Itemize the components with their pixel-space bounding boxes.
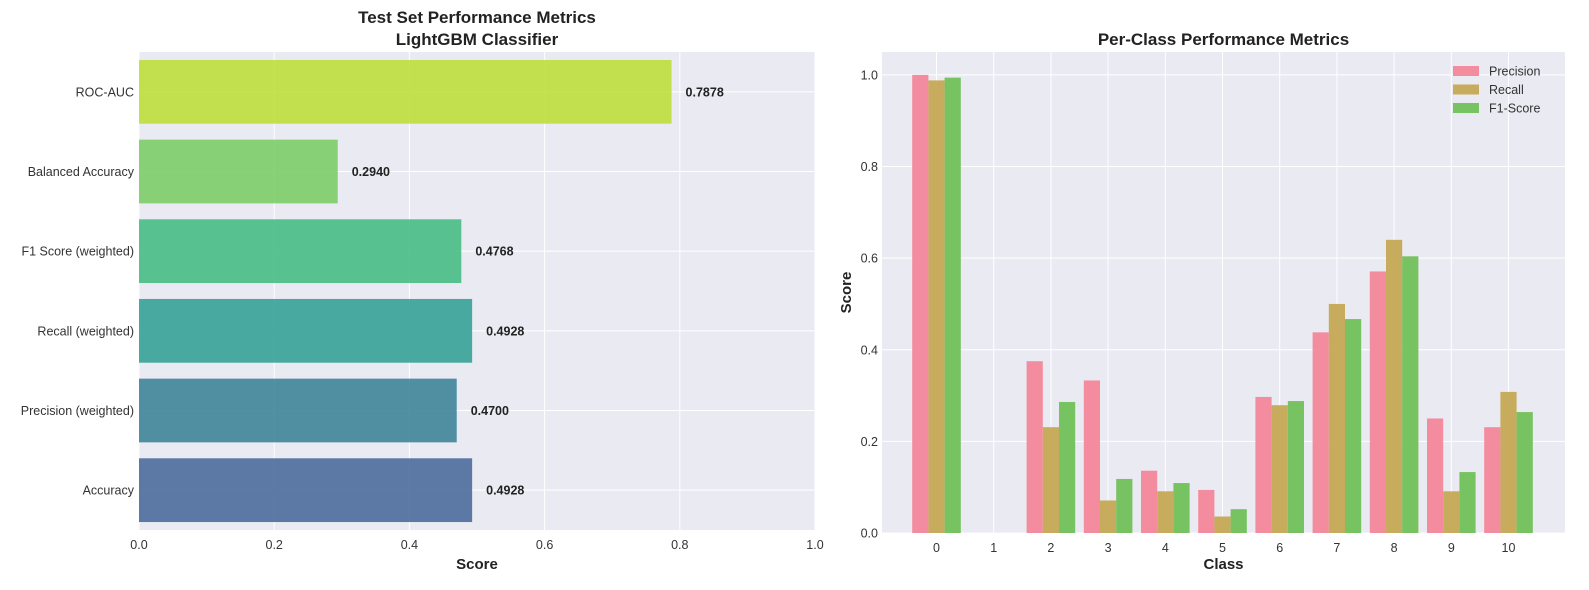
x-tick-label-left: 0.2	[266, 538, 283, 552]
bar-recall-class-7	[1328, 303, 1345, 533]
x-tick-label-right: 9	[1448, 541, 1455, 555]
bar-f1-score-class-2	[1059, 401, 1076, 533]
bar-value-label: 0.4928	[486, 324, 524, 338]
x-tick-label-right: 7	[1333, 541, 1340, 555]
bar-recall-class-0	[928, 80, 945, 533]
bar-precision-class-5	[1198, 489, 1215, 533]
x-tick-label-right: 4	[1162, 541, 1169, 555]
x-tick-label-left: 0.8	[671, 538, 688, 552]
plot-area-right	[882, 52, 1565, 533]
chart-subtitle-left: LightGBM Classifier	[396, 30, 559, 49]
y-tick-label-right: 0.6	[861, 252, 878, 266]
bar-recall-class-5	[1214, 516, 1231, 533]
bar-value-label: 0.4928	[486, 484, 524, 498]
bar-f1-score-class-8	[1402, 256, 1419, 533]
y-tick-label-left: Balanced Accuracy	[28, 165, 135, 179]
chart-left: 0.0 0.2 0.4 0.6 0.8 1.0 0.4928 Accuracy 0.4700 Pr…	[21, 8, 824, 573]
bar-recall-class-2	[1042, 427, 1059, 533]
y-tick-label-right: 0.0	[861, 527, 878, 541]
legend-label: Precision	[1489, 65, 1540, 79]
x-tick-label-right: 1	[990, 541, 997, 555]
x-tick-label-right: 6	[1276, 541, 1283, 555]
bar-value-label: 0.4700	[471, 404, 509, 418]
bar-value-label: 0.7878	[686, 85, 724, 99]
x-tick-label-right: 10	[1502, 541, 1516, 555]
x-axis-label-left: Score	[456, 556, 498, 573]
metric-bar	[139, 298, 473, 363]
x-tick-label-left: 0.4	[401, 538, 418, 552]
legend-label: Recall	[1489, 83, 1524, 97]
x-tick-label-right: 5	[1219, 541, 1226, 555]
bar-recall-class-9	[1443, 491, 1460, 533]
bar-recall-class-4	[1157, 491, 1174, 533]
x-tick-label-right: 8	[1391, 541, 1398, 555]
bar-value-label: 0.4768	[475, 245, 513, 259]
bar-recall-class-8	[1386, 239, 1403, 534]
bar-recall-class-10	[1500, 391, 1517, 533]
y-axis-label-right: Score	[838, 272, 855, 314]
x-tick-label-left: 0.6	[536, 538, 553, 552]
bar-f1-score-class-7	[1345, 319, 1362, 533]
bar-precision-class-9	[1427, 418, 1444, 533]
bar-precision-class-7	[1312, 332, 1329, 533]
bar-precision-class-3	[1083, 380, 1100, 533]
y-tick-label-right: 0.4	[861, 343, 878, 357]
bar-precision-class-2	[1026, 361, 1043, 533]
y-tick-label-left: Accuracy	[83, 484, 135, 498]
x-axis-label-right: Class	[1203, 556, 1243, 573]
y-tick-label-left: Recall (weighted)	[37, 324, 134, 338]
metric-bar	[139, 378, 457, 443]
metric-bar	[139, 59, 672, 124]
plot-area-left	[139, 52, 815, 530]
y-tick-label-right: 1.0	[861, 68, 878, 82]
bar-recall-class-6	[1271, 405, 1288, 533]
chart-title-left: Test Set Performance Metrics	[358, 8, 596, 27]
metric-bar	[139, 139, 338, 204]
bar-precision-class-0	[912, 74, 929, 534]
legend-swatch	[1453, 66, 1479, 76]
y-tick-label-left: Precision (weighted)	[21, 404, 134, 418]
x-tick-label-right: 2	[1047, 541, 1054, 555]
y-tick-label-right: 0.2	[861, 435, 878, 449]
bar-f1-score-class-10	[1516, 412, 1533, 533]
bar-f1-score-class-6	[1287, 401, 1304, 533]
chart-title-right: Per-Class Performance Metrics	[1098, 30, 1349, 49]
bar-precision-class-4	[1141, 470, 1158, 533]
bar-value-label: 0.2940	[352, 165, 390, 179]
legend-label: F1-Score	[1489, 102, 1540, 116]
legend-swatch	[1453, 103, 1479, 113]
metric-bar	[139, 458, 473, 523]
y-tick-label-right: 0.8	[861, 160, 878, 174]
bar-recall-class-3	[1100, 500, 1117, 533]
x-tick-label-left: 1.0	[806, 538, 823, 552]
y-tick-label-left: F1 Score (weighted)	[21, 245, 134, 259]
bar-f1-score-class-4	[1173, 483, 1190, 533]
bar-f1-score-class-3	[1116, 478, 1133, 533]
legend-swatch	[1453, 84, 1479, 95]
x-tick-label-right: 3	[1105, 541, 1112, 555]
bar-precision-class-8	[1369, 271, 1386, 533]
y-tick-label-left: ROC-AUC	[76, 85, 134, 99]
bar-f1-score-class-9	[1459, 472, 1476, 533]
x-tick-label-left: 0.0	[130, 538, 147, 552]
bar-f1-score-class-0	[944, 77, 961, 534]
x-tick-label-right: 0	[933, 541, 940, 555]
metric-bar	[139, 219, 462, 284]
bar-precision-class-10	[1484, 427, 1501, 533]
bar-precision-class-6	[1255, 396, 1272, 533]
chart-right: 0.0 0.2 0.4 0.6 0.8 1.0 0 1 2 3 4 5 6 7 8 9 10 Precision R…	[838, 30, 1565, 573]
bar-f1-score-class-5	[1230, 509, 1247, 533]
